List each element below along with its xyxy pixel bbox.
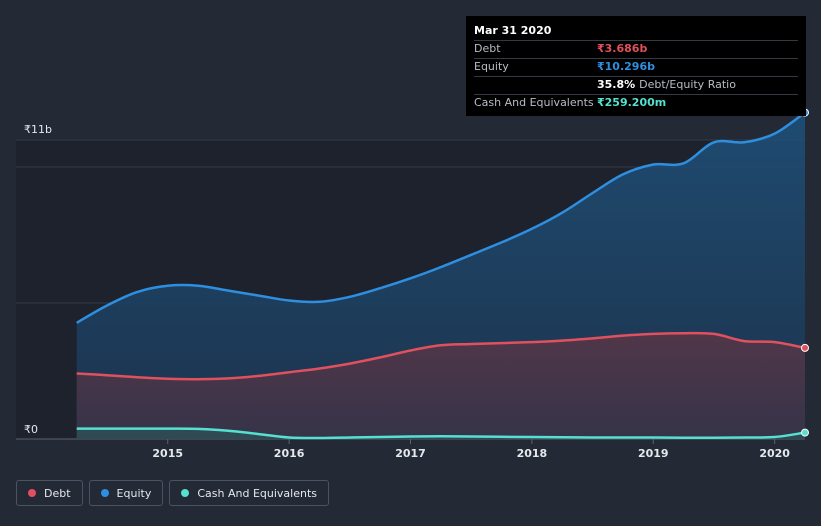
x-tick-label: 2017 — [395, 447, 426, 460]
x-axis-ticks: 2015 2016 2017 2018 2019 2020 — [152, 439, 790, 460]
legend-item-cash[interactable]: Cash And Equivalents — [169, 480, 329, 506]
y-axis-bottom-label: ₹0 — [24, 423, 38, 436]
tooltip-value-debt: ₹3.686b — [597, 42, 648, 55]
tooltip-row-debt: Debt ₹3.686b — [474, 40, 798, 58]
tooltip-value-cash: ₹259.200m — [597, 96, 667, 109]
tooltip-label: Debt — [474, 42, 501, 55]
cash-area — [76, 428, 805, 439]
x-tick-label: 2020 — [759, 447, 790, 460]
legend-item-debt[interactable]: Debt — [16, 480, 83, 506]
debt-dot-icon — [28, 489, 36, 497]
series-lines — [76, 111, 806, 440]
tooltip-label: Cash And Equivalents — [474, 96, 594, 109]
x-tick-label: 2016 — [274, 447, 305, 460]
tooltip-row-cash: Cash And Equivalents ₹259.200m — [474, 94, 798, 112]
legend-item-equity[interactable]: Equity — [88, 480, 164, 506]
tooltip-value-ratio: 35.8% — [597, 78, 636, 91]
debt-endpoint — [801, 343, 809, 352]
tooltip: Mar 31 2020 Debt ₹3.686b Equity ₹10.296b… — [466, 16, 806, 116]
x-tick-label: 2015 — [152, 447, 183, 460]
equity-line — [76, 111, 806, 324]
cash-line — [76, 427, 806, 440]
tooltip-ratio-suffix: Debt/Equity Ratio — [639, 78, 736, 91]
tooltip-row-equity: Equity ₹10.296b — [474, 58, 798, 76]
tooltip-value-equity: ₹10.296b — [597, 60, 655, 73]
tooltip-label — [474, 77, 597, 94]
cash-endpoint — [801, 428, 809, 437]
cash-dot-icon — [181, 489, 190, 497]
equity-dot-icon — [100, 489, 109, 497]
series-areas — [76, 112, 805, 439]
legend-label-equity: Equity — [116, 486, 152, 500]
legend-label-cash: Cash And Equivalents — [197, 486, 317, 500]
x-tick-label: 2018 — [517, 447, 548, 460]
x-tick-label: 2019 — [638, 447, 669, 460]
legend-label-debt: Debt — [44, 486, 71, 500]
tooltip-label: Equity — [474, 60, 509, 73]
tooltip-date: Mar 31 2020 — [474, 24, 552, 37]
debt-area — [76, 333, 805, 439]
debt-line — [76, 331, 806, 381]
tooltip-row-ratio: 35.8% Debt/Equity Ratio — [474, 76, 798, 94]
legend: Debt Equity Cash And Equivalents — [16, 480, 329, 506]
y-axis-top-label: ₹11b — [24, 123, 52, 136]
